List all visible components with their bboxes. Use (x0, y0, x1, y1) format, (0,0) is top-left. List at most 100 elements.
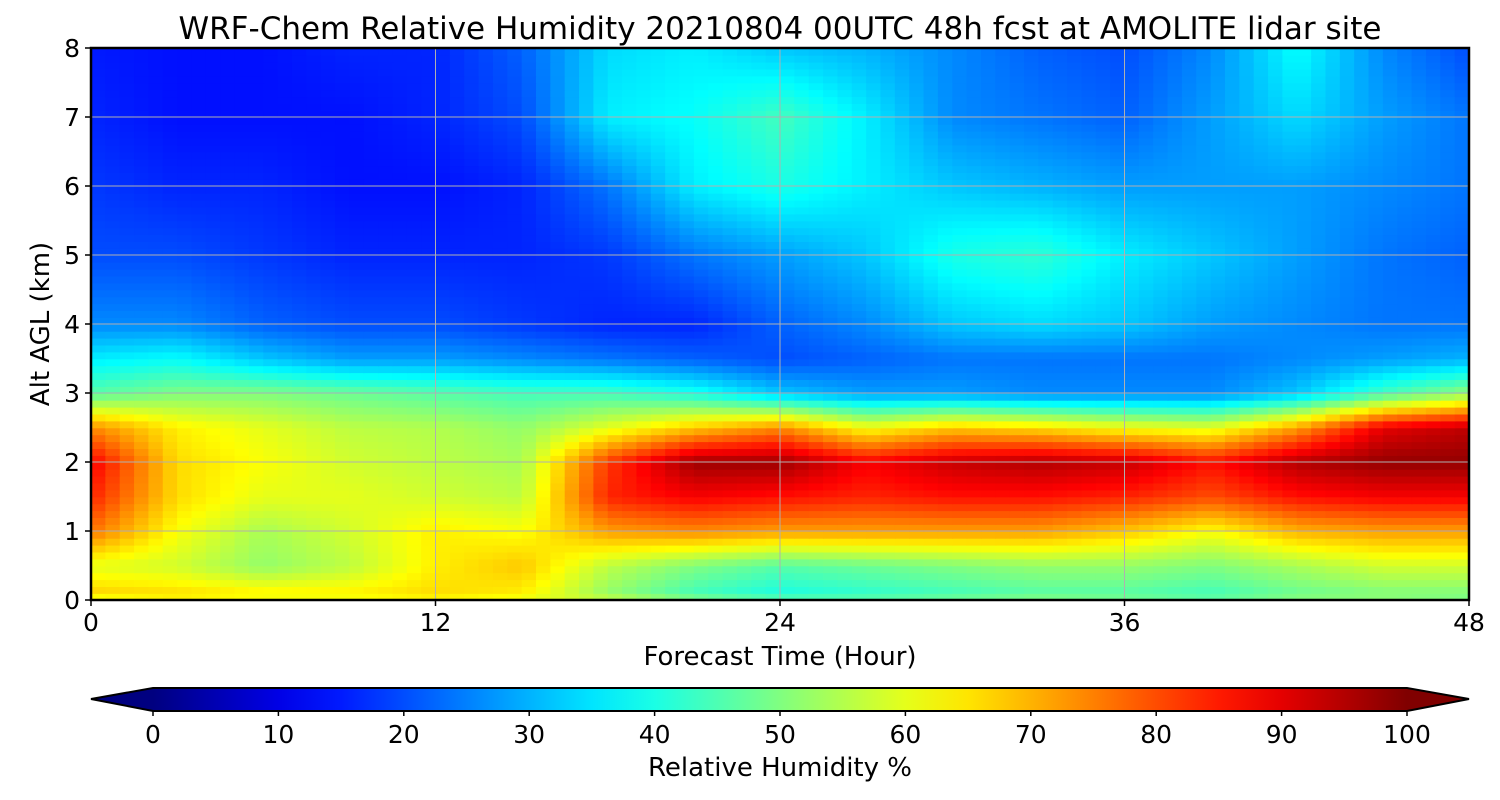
heatmap-cell (593, 372, 609, 380)
heatmap-cell (464, 330, 480, 339)
heatmap-cell (234, 462, 250, 470)
heatmap-cell (980, 303, 997, 311)
heatmap-cell (636, 489, 652, 498)
heatmap-cell (1024, 544, 1040, 553)
heatmap-cell (263, 241, 279, 249)
heatmap-cell (1325, 420, 1341, 429)
heatmap-cell (851, 468, 867, 477)
heatmap-cell (105, 427, 121, 436)
heatmap-cell (320, 317, 336, 325)
heatmap-cell (335, 268, 351, 277)
heatmap-cell (177, 544, 193, 553)
heatmap-cell (1110, 351, 1126, 360)
heatmap-cell (980, 462, 997, 470)
heatmap-cell (1282, 496, 1298, 505)
heatmap-cell (1368, 503, 1384, 512)
heatmap-cell (1095, 434, 1111, 443)
heatmap-cell (191, 282, 207, 291)
heatmap-cell (320, 455, 336, 463)
heatmap-cell (866, 393, 882, 401)
heatmap-cell (765, 303, 781, 311)
heatmap-cell (1382, 358, 1399, 367)
heatmap-cell (234, 482, 250, 491)
heatmap-cell (751, 310, 767, 318)
heatmap-cell (952, 579, 968, 587)
heatmap-cell (1339, 268, 1355, 277)
heatmap-cell (449, 551, 465, 560)
heatmap-cell (1009, 344, 1025, 353)
heatmap-cell (1167, 261, 1183, 270)
heatmap-cell (248, 468, 265, 477)
heatmap-cell (449, 289, 465, 298)
heatmap-cell (808, 324, 824, 332)
heatmap-cell (851, 393, 867, 401)
heatmap-cell (1024, 579, 1040, 587)
heatmap-cell (1425, 413, 1442, 422)
heatmap-cell (1224, 420, 1241, 429)
heatmap-cell (1081, 324, 1097, 332)
heatmap-cell (507, 517, 523, 525)
heatmap-cell (421, 310, 437, 318)
heatmap-cell (1052, 365, 1068, 374)
heatmap-cell (320, 399, 336, 408)
heatmap-cell (1268, 344, 1284, 353)
heatmap-cell (1138, 393, 1154, 401)
heatmap-cell (205, 531, 221, 539)
heatmap-cell (1009, 434, 1025, 443)
heatmap-cell (751, 434, 767, 443)
heatmap-cell (105, 413, 121, 422)
heatmap-cell (1110, 565, 1126, 574)
heatmap-cell (363, 358, 379, 367)
heatmap-cell (148, 303, 164, 311)
heatmap-cell (1354, 510, 1370, 518)
heatmap-cell (909, 310, 925, 318)
heatmap-cell (1411, 544, 1427, 553)
heatmap-cell (1239, 399, 1255, 408)
heatmap-cell (1382, 330, 1399, 339)
heatmap-cell (1153, 434, 1169, 443)
heatmap-cell (607, 537, 623, 546)
heatmap-cell (1454, 365, 1469, 374)
heatmap-cell (1339, 565, 1355, 574)
heatmap-cell (177, 468, 193, 477)
heatmap-cell (1110, 255, 1126, 263)
heatmap-cell (980, 441, 997, 449)
heatmap-cell (134, 475, 150, 484)
heatmap-cell (1311, 420, 1327, 429)
heatmap-cell (780, 406, 796, 415)
plot-area (91, 48, 1469, 600)
heatmap-cell (1239, 482, 1255, 491)
heatmap-cell (1311, 565, 1327, 574)
heatmap-cell (952, 482, 968, 491)
heatmap-cell (1009, 510, 1025, 518)
heatmap-cell (191, 289, 207, 298)
heatmap-cell (335, 282, 351, 291)
heatmap-cell (535, 282, 552, 291)
heatmap-cell (349, 324, 365, 332)
heatmap-cell (478, 551, 494, 560)
heatmap-cell (1425, 261, 1442, 270)
heatmap-cell (162, 344, 178, 353)
heatmap-cell (708, 565, 724, 574)
heatmap-cell (909, 537, 925, 546)
heatmap-cell (507, 358, 523, 367)
heatmap-cell (894, 420, 910, 429)
heatmap-cell (1138, 282, 1154, 291)
heatmap-cell (1397, 544, 1413, 553)
heatmap-cell (220, 496, 236, 505)
heatmap-cell (1411, 241, 1427, 249)
heatmap-cell (1354, 531, 1370, 539)
heatmap-cell (435, 572, 451, 581)
heatmap-cell (1095, 261, 1111, 270)
heatmap-cell (722, 255, 738, 263)
heatmap-cell (636, 551, 652, 560)
heatmap-cell (1440, 248, 1456, 256)
heatmap-cell (449, 379, 465, 387)
heatmap-cell (464, 531, 480, 539)
heatmap-cell (1268, 524, 1284, 532)
heatmap-cell (248, 324, 265, 332)
heatmap-cell (808, 517, 824, 525)
heatmap-cell (464, 441, 480, 449)
heatmap-cell (1095, 455, 1111, 463)
heatmap-cell (1196, 586, 1212, 594)
